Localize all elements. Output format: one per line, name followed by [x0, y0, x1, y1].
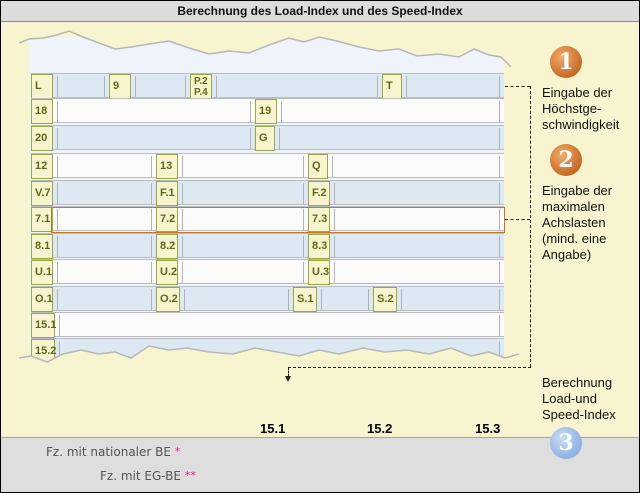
footer-national-label: Fz. mit nationaler BE: [46, 445, 171, 459]
footer-eg-mark: **: [184, 469, 196, 482]
footer-national: Fz. mit nationaler BE *: [46, 445, 180, 459]
input-field-U-3[interactable]: [334, 262, 500, 283]
field-label-7-1: 7.1: [31, 207, 53, 232]
input-field-G[interactable]: [279, 128, 500, 149]
field-label-U-3: U.3: [308, 260, 330, 285]
field-label-8-2: 8.2: [156, 234, 178, 259]
input-field-15-1[interactable]: [59, 315, 500, 336]
input-field-8-2[interactable]: [182, 236, 304, 257]
form-row: V.7 F.1 F.2: [31, 180, 504, 206]
highlighted-row-7: [51, 207, 505, 233]
footer-eg-label: Fz. mit EG-BE: [100, 469, 181, 483]
step-2-badge: 2: [550, 144, 582, 176]
field-label-S-1: S.1: [293, 287, 317, 312]
input-field-F-2[interactable]: [334, 183, 500, 204]
connector-step1: [505, 86, 530, 87]
form-row: L 9 P.2 P.4 T: [31, 73, 504, 99]
field-label-U-1: U.1: [31, 260, 53, 285]
connector-bottom: [288, 367, 531, 368]
field-label-L: L: [31, 74, 53, 99]
arrow-down-icon: [285, 376, 291, 382]
footer-national-mark: *: [174, 445, 181, 458]
input-field-O-1[interactable]: [57, 289, 152, 310]
field-label-P-2-P.4: P.2 P.4: [190, 74, 212, 99]
field-label-13: 13: [156, 154, 178, 179]
step-3-badge[interactable]: 3: [550, 427, 582, 459]
field-label-F-1: F.1: [156, 181, 178, 206]
input-field-18[interactable]: [57, 101, 251, 122]
step-2-text: Eingabe der maximalen Achslasten (mind. …: [542, 183, 613, 262]
field-label-V-7: V.7: [31, 181, 53, 206]
footer-bar: Fz. mit nationaler BE * Fz. mit EG-BE **: [1, 437, 639, 492]
field-label-T: T: [382, 74, 402, 99]
field-label-8-3: 8.3: [308, 234, 330, 259]
step-3-text: Berechnung Load-und Speed-Index: [542, 375, 616, 422]
connector-down: [288, 367, 289, 377]
field-label-15-1: 15.1: [31, 313, 56, 338]
form-row: 18 19: [31, 98, 504, 124]
form-row: 12 13 Q: [31, 153, 504, 179]
input-field-9[interactable]: [135, 76, 186, 97]
field-label-20: 20: [31, 126, 53, 151]
field-label-O-2: O.2: [156, 287, 180, 312]
input-field-U-2[interactable]: [182, 262, 304, 283]
field-label-F-2: F.2: [308, 181, 330, 206]
input-field-8-1[interactable]: [57, 236, 152, 257]
field-label-G: G: [255, 126, 275, 151]
input-field-T[interactable]: [406, 76, 500, 97]
input-field-12[interactable]: [57, 156, 152, 177]
input-field-15-2[interactable]: [59, 341, 500, 362]
result-col-15-2: 15.2: [367, 421, 393, 436]
footer-eg: Fz. mit EG-BE **: [100, 469, 196, 483]
step-1-text: Eingabe der Höchstge- schwindigkeit: [542, 85, 620, 132]
field-label-Q: Q: [308, 154, 328, 179]
result-col-15-3: 15.3: [475, 421, 501, 436]
form-row: O.1 O.2 S.1 S.2: [31, 286, 504, 312]
input-field-19[interactable]: [281, 101, 500, 122]
input-field-S-1[interactable]: [321, 289, 369, 310]
connector-vertical: [530, 86, 531, 367]
field-label-12: 12: [31, 154, 53, 179]
result-col-15-1: 15.1: [260, 421, 286, 436]
field-label-18: 18: [31, 99, 53, 124]
form-row: 8.1 8.2 8.3: [31, 233, 504, 259]
window-title: Berechnung des Load-Index und des Speed-…: [1, 1, 639, 22]
form-row: 15.1: [31, 312, 504, 338]
input-field-8-3[interactable]: [334, 236, 500, 257]
input-field-Q[interactable]: [332, 156, 500, 177]
form-row: U.1 U.2 U.3: [31, 259, 504, 285]
input-field-7-1[interactable]: [57, 209, 152, 230]
input-field-L[interactable]: [57, 76, 105, 97]
step-1-badge: 1: [550, 46, 582, 78]
torn-top-edge: [19, 27, 519, 67]
input-field-20[interactable]: [57, 128, 251, 149]
field-label-9: 9: [109, 74, 131, 99]
field-label-8-1: 8.1: [31, 234, 53, 259]
input-field-13[interactable]: [182, 156, 304, 177]
form-row: 7.1 7.2 7.3: [31, 206, 504, 232]
input-field-7-3[interactable]: [334, 209, 500, 230]
field-label-U-2: U.2: [156, 260, 178, 285]
input-field-F-1[interactable]: [182, 183, 304, 204]
input-field-U-1[interactable]: [57, 262, 152, 283]
field-label-19: 19: [255, 99, 277, 124]
form-row: 20 G: [31, 125, 504, 151]
input-field-7-2[interactable]: [182, 209, 304, 230]
input-field-O-2[interactable]: [184, 289, 289, 310]
field-label-O-1: O.1: [31, 287, 53, 312]
field-label-S-2: S.2: [373, 287, 397, 312]
input-field-P-2-P.4[interactable]: [216, 76, 378, 97]
input-field-V-7[interactable]: [57, 183, 152, 204]
connector-step2: [505, 219, 530, 220]
input-field-S-2[interactable]: [401, 289, 500, 310]
torn-bottom-edge: [19, 345, 519, 376]
